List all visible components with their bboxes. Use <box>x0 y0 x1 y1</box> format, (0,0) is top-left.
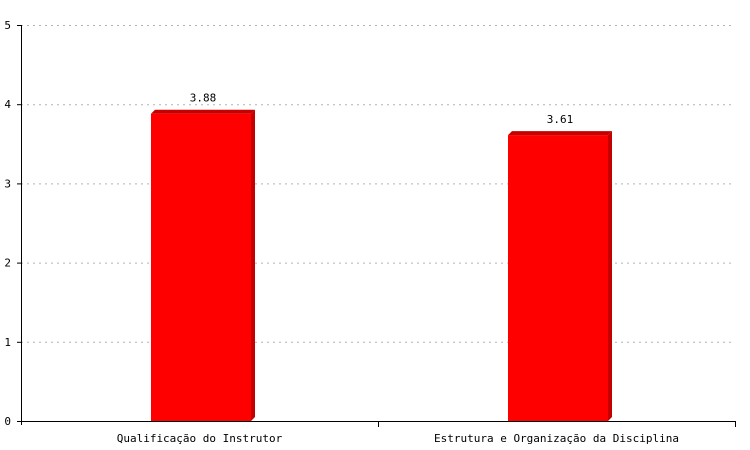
y-tick-label: 4 <box>4 98 11 111</box>
x-category-label: Qualificação do Instrutor <box>117 432 283 445</box>
bar-top <box>151 109 255 114</box>
grid-lines <box>21 25 735 343</box>
bar <box>151 113 251 421</box>
bar-side <box>251 109 255 421</box>
bars <box>151 109 612 421</box>
y-tick-label: 3 <box>4 177 11 190</box>
y-tick-label: 0 <box>4 415 11 428</box>
bar-value-label: 3.88 <box>190 92 217 105</box>
axes <box>17 25 736 427</box>
y-tick-label: 2 <box>4 257 11 270</box>
bar <box>508 135 608 421</box>
labels: 0 1 2 3 4 5 3.88 Qualificação do Instrutor 3.61 E… <box>4 19 679 445</box>
bar-side <box>608 131 612 421</box>
bar-value-label: 3.61 <box>547 113 574 126</box>
bar-top <box>508 131 612 136</box>
x-category-label: Estrutura e Organização da Disciplina <box>434 432 679 445</box>
y-tick-label: 5 <box>4 19 11 32</box>
y-tick-label: 1 <box>4 336 11 349</box>
